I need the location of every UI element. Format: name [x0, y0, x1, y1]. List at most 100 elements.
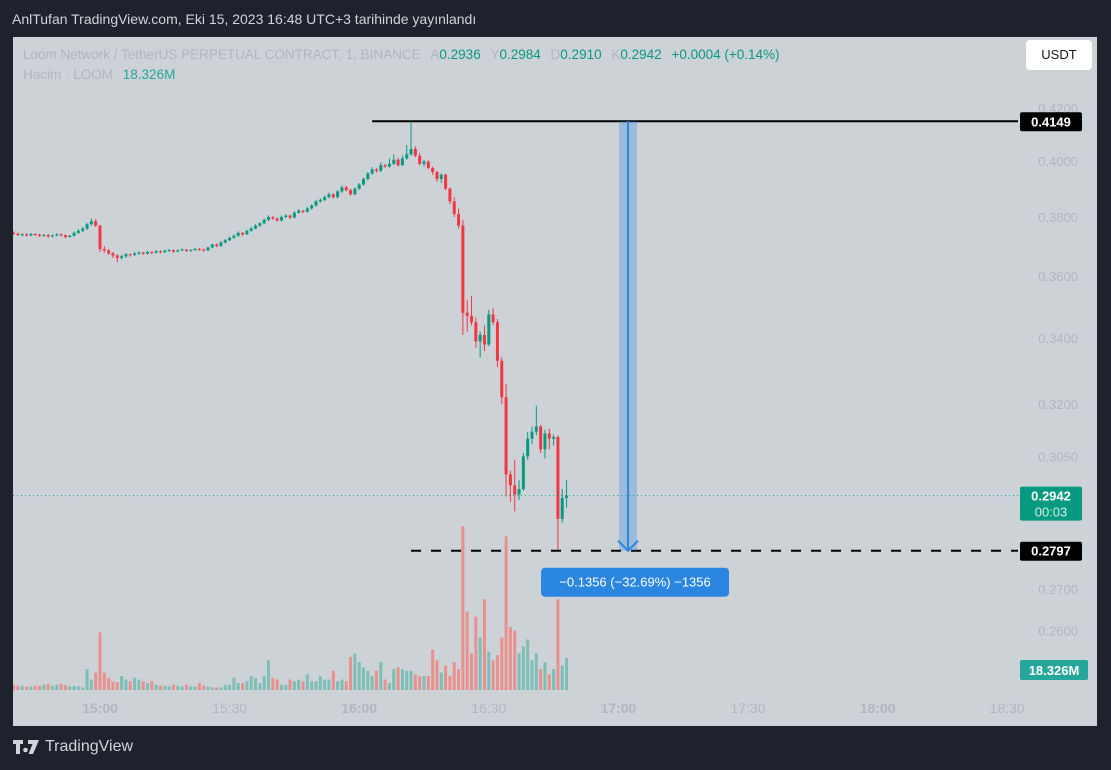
x-tick-label: 18:30: [990, 700, 1025, 716]
volume-bar: [85, 669, 89, 690]
candle-body: [409, 148, 413, 155]
volume-bar: [392, 669, 396, 690]
volume-bar: [206, 686, 210, 690]
volume-bar: [202, 685, 206, 690]
volume-bar: [33, 685, 37, 690]
candle-body: [435, 172, 439, 179]
volume-bar: [500, 637, 504, 690]
symbol-title[interactable]: Loom Network / TetherUS PERPETUAL CONTRA…: [23, 47, 421, 62]
candle-body: [111, 253, 115, 256]
volume-bar: [193, 686, 197, 690]
y-tick-label: 0.3200: [1038, 397, 1078, 412]
volume-bar: [232, 677, 236, 690]
volume-bar: [158, 685, 162, 690]
volume-bar: [210, 687, 214, 690]
volume-bar: [491, 660, 495, 690]
volume-bar: [146, 683, 150, 690]
candle-body: [128, 254, 132, 256]
candle-body: [68, 235, 72, 237]
candle-body: [396, 159, 400, 166]
volume-bar: [379, 662, 383, 690]
candle-body: [374, 169, 378, 171]
candle-body: [184, 249, 188, 251]
candle-body: [158, 251, 162, 253]
volume-bar: [478, 637, 482, 690]
candle-body: [94, 221, 98, 226]
volume-bar: [521, 646, 525, 690]
volume-bar: [565, 658, 569, 690]
candle-body: [526, 438, 530, 457]
candle-body: [370, 169, 374, 174]
candle-body: [107, 250, 111, 254]
candle-body: [560, 497, 564, 519]
candle-body: [418, 155, 422, 164]
high-price-label: 0.4149: [1031, 114, 1071, 129]
volume-bar: [331, 670, 335, 690]
volume-bar: [258, 683, 262, 690]
volume-bar: [111, 681, 115, 690]
candle-body: [413, 148, 417, 156]
candle-body: [63, 235, 67, 237]
candle-body: [38, 234, 42, 236]
candle-body: [444, 174, 448, 189]
candle-body: [426, 161, 430, 168]
volume-bar: [271, 677, 275, 690]
volume-bar: [396, 667, 400, 690]
volume-bar: [180, 686, 184, 690]
countdown-label: 00:03: [1035, 505, 1068, 520]
candle-body: [452, 201, 456, 215]
candle-body: [504, 397, 508, 475]
chart-svg[interactable]: −0.1356 (−32.69%) −1356 0.4200 0.4000 0.380…: [13, 37, 1097, 726]
candle-body: [284, 215, 288, 217]
volume-bar: [439, 672, 443, 690]
chart-pane[interactable]: −0.1356 (−32.69%) −1356 0.4200 0.4000 0.380…: [13, 37, 1097, 726]
volume-bar: [81, 687, 85, 690]
candle-body: [180, 249, 184, 251]
volume-price-label-box: [1020, 660, 1088, 680]
volume-bar: [167, 686, 171, 690]
volume-bar: [20, 686, 24, 690]
measure-label: −0.1356 (−32.69%) −1356: [559, 575, 710, 590]
footer-brand-text: TradingView: [45, 738, 134, 755]
currency-button[interactable]: USDT: [1026, 40, 1092, 70]
volume-value: 18.326M: [122, 67, 176, 82]
candle-body: [72, 232, 76, 236]
candle-body: [288, 215, 292, 218]
candle-body: [236, 232, 240, 236]
volume-bar: [370, 676, 374, 690]
volume-bar: [215, 687, 219, 690]
candle-body: [318, 199, 322, 202]
y-tick-label: 0.3800: [1038, 210, 1078, 225]
candle-body: [271, 216, 275, 219]
candle-body: [206, 247, 210, 251]
x-tick-label: 16:30: [471, 700, 506, 716]
volume-bar: [219, 687, 223, 690]
volume-bar: [297, 679, 301, 690]
volume-bar: [374, 670, 378, 690]
candle-body: [513, 485, 517, 495]
candle-body: [301, 210, 305, 212]
volume-bar: [413, 674, 417, 690]
close-label: K: [611, 47, 621, 62]
candle-body: [20, 234, 24, 236]
volume-bar: [59, 683, 63, 690]
volume-bar: [154, 684, 158, 690]
candle-body: [448, 188, 452, 202]
candle-body: [465, 312, 469, 316]
volume-bar: [38, 685, 42, 690]
volume-bar: [323, 679, 327, 690]
volume-bar: [444, 665, 448, 690]
last-price-label: 0.2942: [1031, 489, 1071, 504]
volume-bar: [560, 665, 564, 690]
footer-brand[interactable]: TradingView: [13, 738, 133, 756]
candle-body: [487, 314, 491, 345]
candle-body: [210, 244, 214, 248]
candle-body: [461, 225, 465, 313]
x-tick-label: 18:00: [860, 700, 896, 716]
candle-body: [530, 431, 534, 439]
volume-bar: [13, 684, 16, 690]
volume-bar: [457, 669, 461, 690]
candle-body: [405, 154, 409, 159]
volume-label[interactable]: Hacim · LOOM: [23, 67, 114, 82]
volume-bar: [150, 681, 154, 690]
